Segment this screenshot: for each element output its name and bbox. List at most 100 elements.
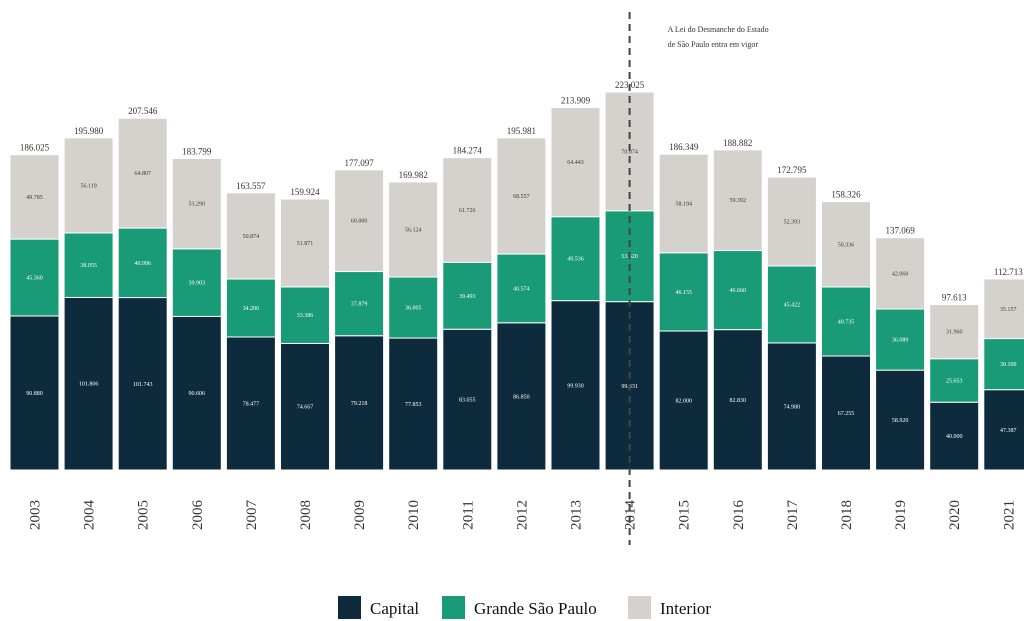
bar-segment-capital-2004 <box>63 296 114 471</box>
segment-value-label: 64.807 <box>134 171 151 177</box>
bar-segment-capital-2009 <box>334 335 385 471</box>
total-value-label: 177.097 <box>344 158 374 168</box>
total-value-label: 159.924 <box>290 187 320 197</box>
year-label: 2007 <box>244 500 260 531</box>
year-label: 2008 <box>298 500 314 530</box>
segment-value-label: 82.000 <box>675 399 692 405</box>
segment-value-label: 47.387 <box>1000 428 1017 434</box>
segment-value-label: 70.074 <box>621 149 638 155</box>
bar-segment-capital-2011 <box>442 328 493 471</box>
year-label: 2014 <box>623 500 639 531</box>
bar-segment-capital-2003 <box>9 315 60 471</box>
year-label: 2009 <box>352 500 368 530</box>
bar-segment-grande-sao-paulo-2021 <box>983 338 1024 391</box>
segment-value-label: 99.930 <box>567 383 584 389</box>
bar-segment-capital-2012 <box>496 322 547 471</box>
legend-swatch-grande-sao-paulo <box>442 596 465 619</box>
segment-value-label: 79.218 <box>351 401 368 407</box>
bar-segment-grande-sao-paulo-2015 <box>658 252 709 332</box>
segment-value-label: 53.290 <box>189 202 206 208</box>
year-label: 2017 <box>785 500 801 531</box>
segment-value-label: 37.879 <box>351 302 368 308</box>
segment-value-label: 25.653 <box>946 378 963 384</box>
bar-segment-grande-sao-paulo-2004 <box>63 232 114 298</box>
segment-value-label: 64.443 <box>567 160 584 166</box>
segment-value-label: 39.493 <box>459 294 476 300</box>
bar-segment-interior-2006 <box>171 157 222 250</box>
year-label: 2015 <box>677 500 693 530</box>
bar-segment-interior-2007 <box>225 192 276 280</box>
bar-segment-interior-2018 <box>821 201 871 288</box>
segment-value-label: 52.393 <box>784 220 801 226</box>
segment-value-label: 90.606 <box>189 391 206 397</box>
bar-segment-interior-2012 <box>496 137 547 255</box>
bar-segment-capital-2005 <box>117 297 168 471</box>
bar-segment-interior-2017 <box>766 176 817 267</box>
total-value-label: 97.613 <box>942 293 967 303</box>
segment-value-label: 59.392 <box>730 198 747 204</box>
year-label: 2021 <box>1001 500 1017 530</box>
segment-value-label: 36.089 <box>892 338 909 344</box>
total-value-label: 163.557 <box>236 181 266 191</box>
segment-value-label: 101.806 <box>79 382 99 388</box>
segment-value-label: 40.574 <box>513 286 530 292</box>
total-value-label: 137.069 <box>885 226 915 236</box>
bar-segment-grande-sao-paulo-2006 <box>171 248 222 317</box>
bar-segment-interior-2013 <box>550 106 601 218</box>
total-value-label: 188.882 <box>723 138 752 148</box>
total-value-label: 158.326 <box>831 190 861 200</box>
segment-value-label: 50.874 <box>243 234 260 240</box>
bar-segment-interior-2004 <box>63 137 114 234</box>
segment-value-label: 36.005 <box>405 306 422 312</box>
bars-group: 90.880 45.360 49.785 101.806 38.055 56.119 101… <box>9 91 1024 471</box>
segment-value-label: 46.660 <box>730 288 747 294</box>
segment-value-label: 49.785 <box>26 195 43 201</box>
segment-value-label: 58.194 <box>675 201 692 207</box>
bar-segment-interior-2015 <box>658 153 709 254</box>
bar-segment-grande-sao-paulo-2005 <box>117 227 168 299</box>
year-label: 2004 <box>82 500 98 531</box>
bar-segment-interior-2008 <box>280 198 330 288</box>
segment-value-label: 34.206 <box>243 306 260 312</box>
total-value-label: 186.025 <box>20 143 50 153</box>
segment-value-label: 35.157 <box>1000 307 1017 313</box>
total-value-label: 183.799 <box>182 146 212 156</box>
bar-segment-grande-sao-paulo-2016 <box>712 250 763 331</box>
bar-segment-grande-sao-paulo-2010 <box>388 276 439 339</box>
year-label: 2006 <box>190 500 206 531</box>
segment-value-label: 45.360 <box>26 276 43 282</box>
segment-value-label: 74.980 <box>784 404 801 410</box>
segment-value-label: 45.422 <box>784 302 801 308</box>
segment-value-label: 50.336 <box>838 242 855 248</box>
legend-swatch-capital <box>338 596 361 619</box>
year-labels-group: 2003 2004 2005 2006 2007 2008 2009 2010 2011 2012… <box>28 500 1018 531</box>
bar-segment-interior-2003 <box>9 154 60 240</box>
year-label: 2003 <box>28 500 44 530</box>
legend-label-interior: Interior <box>660 599 711 618</box>
total-value-label: 112.713 <box>994 267 1023 277</box>
bar-segment-capital-2006 <box>171 315 222 471</box>
bar-segment-interior-2005 <box>117 117 168 229</box>
total-value-label: 184.274 <box>453 146 483 156</box>
bar-segment-capital-2016 <box>712 329 763 471</box>
segment-value-label: 83.055 <box>459 398 476 404</box>
total-value-label: 186.349 <box>669 142 699 152</box>
segment-value-label: 30.169 <box>1000 362 1017 368</box>
segment-value-label: 40.996 <box>134 261 151 267</box>
total-value-label: 172.795 <box>777 165 807 175</box>
segment-value-label: 101.743 <box>133 382 153 388</box>
year-label: 2020 <box>947 500 963 530</box>
segment-value-label: 56.124 <box>405 227 422 233</box>
year-label: 2005 <box>136 500 152 530</box>
segment-value-label: 78.477 <box>243 401 260 407</box>
segment-value-label: 90.880 <box>26 391 43 397</box>
annotation-text-line-2: de São Paulo entra em vigor <box>668 40 759 49</box>
year-label: 2011 <box>460 500 476 529</box>
bar-segment-interior-2016 <box>712 149 763 252</box>
bar-segment-capital-2007 <box>225 336 276 471</box>
segment-value-label: 49.536 <box>567 257 584 263</box>
total-value-label: 195.981 <box>507 126 536 136</box>
bar-segment-interior-2021 <box>983 278 1024 340</box>
segment-value-label: 40.000 <box>946 434 963 440</box>
